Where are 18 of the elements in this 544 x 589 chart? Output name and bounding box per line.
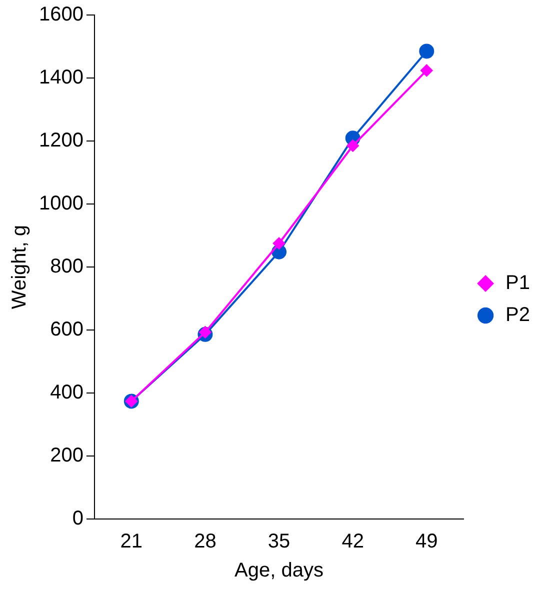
y-tick-label: 400: [50, 382, 84, 404]
x-tick-label: 49: [416, 530, 438, 553]
y-axis-title: Weight, g: [8, 224, 31, 310]
x-tick-label: 28: [194, 530, 216, 553]
legend-label: P1: [506, 272, 530, 294]
y-tick-label: 1200: [38, 130, 84, 152]
x-tick-label: 21: [120, 530, 143, 553]
y-tick-label: 1600: [38, 4, 84, 26]
y-tick-label: 0: [72, 508, 84, 530]
y-tick-label: 1000: [38, 192, 84, 215]
x-tick-label: 42: [342, 530, 364, 553]
legend-label: P2: [506, 304, 530, 326]
y-tick-label: 600: [50, 318, 84, 341]
y-tick-label: 800: [50, 256, 84, 278]
y-tick-label: 1400: [38, 66, 84, 89]
x-axis-title: Age, days: [234, 560, 324, 582]
y-tick-label: 200: [50, 444, 84, 467]
x-tick-label: 35: [268, 530, 290, 553]
